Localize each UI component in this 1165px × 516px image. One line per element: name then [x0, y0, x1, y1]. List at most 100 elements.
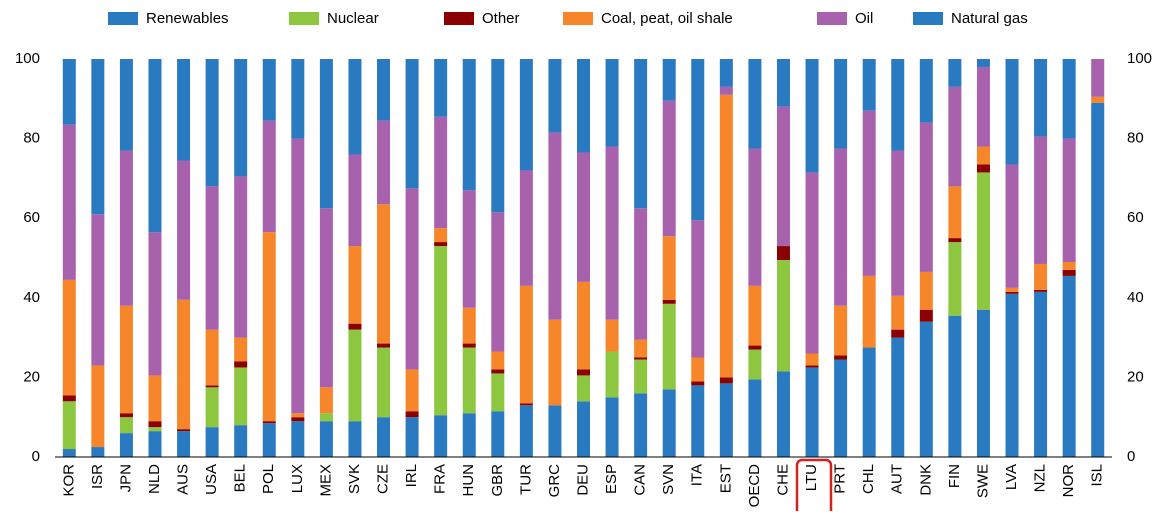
bar-segment: [205, 186, 219, 330]
bar-segment: [348, 421, 362, 457]
bar-segment: [519, 170, 533, 286]
y2-tick-label: 0: [1127, 448, 1135, 465]
bar-segment: [491, 373, 505, 412]
bar-segment: [205, 387, 219, 428]
bar-segment: [748, 148, 762, 286]
bar-segment: [577, 281, 590, 370]
legend-swatch: [817, 12, 847, 25]
y2-tick-label: 60: [1127, 209, 1144, 226]
bar-segment: [891, 329, 905, 338]
bar-segment: [319, 421, 333, 457]
x-tick-label: DEU: [574, 464, 591, 496]
bar-segment: [234, 337, 248, 362]
bar-segment: [348, 154, 362, 247]
bar-segment: [976, 164, 990, 173]
bar-segment: [91, 365, 105, 448]
y2-tick-label: 80: [1127, 130, 1144, 147]
bar-segment: [177, 59, 191, 161]
x-tick-label: HUN: [460, 464, 477, 497]
bar-segment: [748, 345, 762, 350]
x-tick-label: CAN: [632, 464, 649, 496]
bar-segment: [434, 116, 448, 229]
bar-segment: [662, 299, 676, 304]
bar-segment: [177, 429, 191, 432]
x-tick-label: BEL: [232, 464, 249, 492]
x-tick-label: DNK: [917, 464, 934, 496]
bar-segment: [148, 431, 162, 457]
x-tick-label: POL: [260, 464, 277, 494]
bar-segment: [119, 59, 133, 151]
bar-segment: [634, 357, 648, 360]
bar-segment: [577, 375, 590, 402]
x-tick-label: NZL: [1032, 464, 1049, 492]
x-tick-label: JPN: [117, 464, 134, 492]
x-tick-label: SWE: [974, 464, 991, 498]
bar-segment: [719, 94, 733, 378]
x-tick-label: FRA: [432, 464, 449, 494]
bar-segment: [691, 381, 705, 386]
bar-segment: [719, 383, 733, 457]
bar-segment: [805, 367, 819, 457]
x-tick-label: MEX: [317, 464, 334, 497]
bar-segment: [91, 214, 105, 366]
legend-swatch: [444, 12, 474, 25]
bar-segment: [62, 279, 76, 396]
bar-segment: [1034, 263, 1048, 290]
bar-segment: [548, 132, 562, 320]
bar-segment: [262, 232, 276, 422]
bar-segment: [891, 59, 905, 151]
bar-segment: [377, 204, 391, 344]
legend-label: Coal, peat, oil shale: [601, 10, 733, 27]
bar-segment: [691, 385, 705, 457]
legend-label: Nuclear: [327, 10, 379, 27]
bar-segment: [634, 359, 648, 394]
bar-segment: [662, 389, 676, 457]
bar-segment: [776, 106, 790, 247]
bar-segment: [91, 59, 105, 215]
bar-segment: [577, 152, 590, 282]
bar-segment: [462, 307, 476, 344]
x-tick-label: ISR: [89, 464, 106, 489]
bar-segment: [862, 347, 876, 457]
legend-swatch: [913, 12, 943, 25]
bar-segment: [634, 59, 648, 209]
bar-segment: [62, 395, 76, 402]
bar-segment: [891, 150, 905, 296]
bar-segment: [548, 59, 562, 133]
y-tick-label: 20: [23, 368, 40, 385]
highlight-box: [795, 458, 833, 516]
bar-segment: [691, 59, 705, 221]
bar-segment: [605, 59, 619, 147]
bar-segment: [948, 59, 962, 87]
bar-segment: [691, 357, 705, 382]
bar-segment: [434, 415, 448, 457]
bar-segment: [119, 413, 133, 418]
bar-segment: [348, 59, 362, 155]
bar-segment: [634, 208, 648, 340]
bar-segment: [519, 403, 533, 406]
bar-segment: [119, 417, 133, 434]
bar-segment: [348, 329, 362, 422]
bar-segment: [319, 208, 333, 388]
x-tick-label: PRT: [832, 464, 849, 494]
bar-segment: [748, 285, 762, 346]
bar-segment: [434, 228, 448, 243]
x-tick-label: AUT: [889, 464, 906, 494]
bar-segment: [291, 138, 305, 414]
bar-segment: [148, 232, 162, 376]
bar-segment: [834, 305, 848, 356]
x-tick-label: ISL: [1089, 464, 1106, 487]
bar-segment: [662, 59, 676, 101]
bar-segment: [348, 246, 362, 324]
legend-label: Oil: [855, 10, 873, 27]
bar-segment: [919, 122, 933, 272]
bar-segment: [491, 411, 505, 457]
bar-segment: [605, 397, 619, 457]
x-tick-label: CHL: [860, 464, 877, 494]
bar-segment: [205, 385, 219, 388]
bar-segment: [491, 59, 505, 213]
bar-segment: [205, 427, 219, 457]
bar-segment: [948, 186, 962, 239]
bar-segment: [291, 59, 305, 139]
